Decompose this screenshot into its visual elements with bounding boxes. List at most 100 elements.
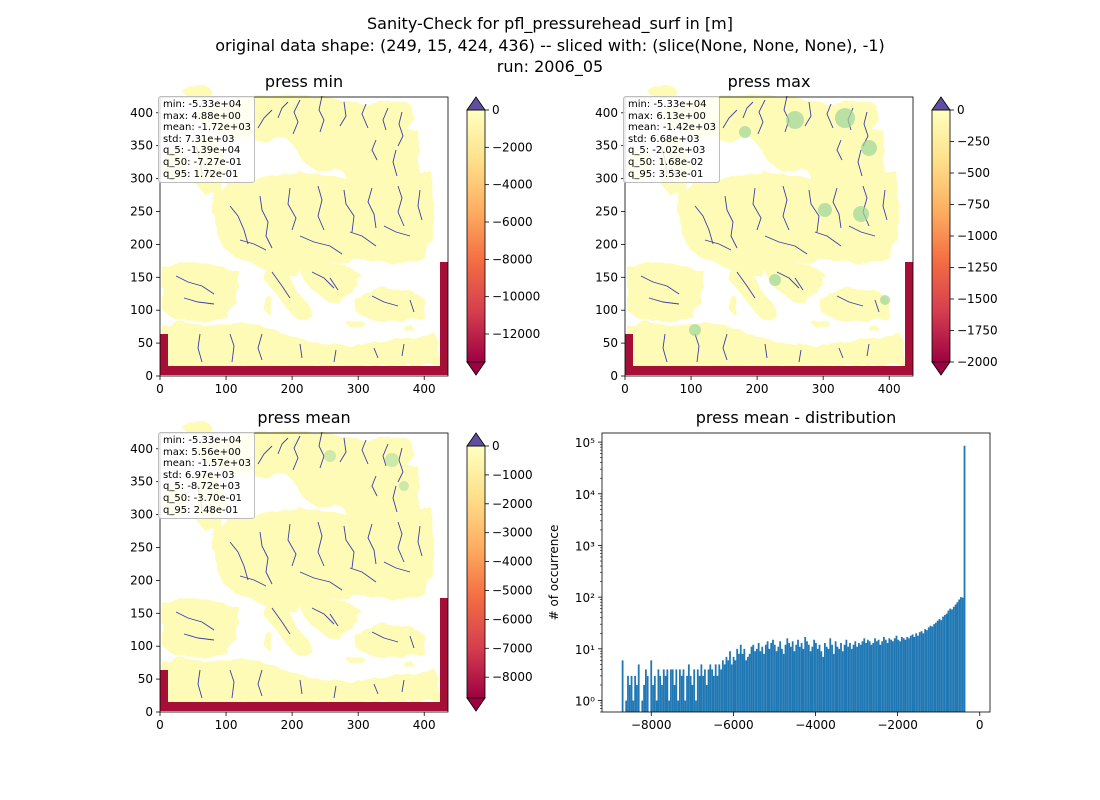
stat-line: max: 6.13e+00 (628, 110, 706, 122)
y-tick-label: 10¹ (575, 643, 595, 657)
stat-line: std: 6.97e+03 (163, 469, 235, 481)
histogram-bar (684, 700, 687, 712)
histogram-bar (682, 669, 685, 712)
histogram-bar (868, 641, 871, 712)
x-tick-label: 400 (878, 382, 901, 396)
colorbar-tick-label: 0 (957, 103, 965, 117)
stat-line: q_50: -3.70e-01 (163, 492, 242, 504)
histogram-bar (721, 660, 724, 712)
x-tick-label: 0 (621, 382, 629, 396)
histogram-bar (822, 656, 824, 712)
histogram-bar (704, 669, 706, 712)
histogram-bar (695, 700, 697, 712)
histogram-bar (750, 646, 753, 712)
stat-line: mean: -1.57e+03 (163, 458, 252, 470)
stat-line: max: 4.88e+00 (163, 110, 241, 122)
press-mean-title: press mean (257, 408, 351, 427)
y-tick-label: 300 (130, 508, 153, 522)
histogram-bar (752, 644, 755, 712)
stat-line: q_50: -7.27e-01 (163, 156, 242, 168)
x-tick-label: 300 (347, 382, 370, 396)
x-tick-label: 100 (680, 382, 703, 396)
axes-frame (159, 96, 449, 377)
press-max-stats: min: -5.33e+04 max: 6.13e+00 mean: -1.42… (623, 96, 721, 184)
histogram-bar (834, 641, 837, 712)
y-tick-label: 50 (138, 672, 153, 686)
press-max-map (625, 85, 913, 375)
press-max-title: press max (727, 72, 811, 91)
histogram-bar (641, 700, 644, 712)
colorbar-tick-label: −5000 (492, 583, 533, 597)
histogram-bar (689, 675, 692, 712)
histogram-bar (736, 648, 739, 712)
histogram-bar (759, 651, 762, 712)
histogram-bar (804, 636, 807, 712)
histogram-bar (671, 669, 674, 712)
histogram-bar (816, 648, 819, 712)
histogram-bar (627, 675, 629, 712)
y-tick-label: 350 (130, 139, 153, 153)
histogram-bar (920, 631, 923, 712)
histogram-bar (933, 624, 935, 712)
histogram-bar (815, 642, 817, 712)
stat-line: min: -5.33e+04 (163, 99, 242, 110)
histogram-bar (943, 615, 946, 712)
histogram-bar (926, 630, 928, 712)
histogram-bar (809, 651, 812, 712)
y-tick-label: 10³ (575, 539, 595, 553)
stat-line: max: 5.56e+00 (163, 446, 241, 458)
histogram-bar (832, 653, 835, 712)
colorbar-tick-label: −12000 (492, 327, 540, 341)
histogram-bar (730, 664, 733, 712)
histogram-bar (899, 641, 901, 712)
histogram-bar (788, 642, 790, 712)
axes-frame (624, 96, 914, 377)
colorbar-tick-label: −250 (957, 135, 990, 149)
histogram-bar (738, 653, 740, 712)
histogram-bar (745, 660, 748, 712)
histogram-bar (958, 599, 961, 712)
histogram-bar (675, 669, 678, 712)
histogram-bar (859, 644, 862, 712)
histogram-bar (836, 646, 839, 712)
colorbar (466, 445, 486, 699)
histogram-bar (741, 653, 744, 712)
histogram-bar (936, 620, 939, 712)
x-tick-label: −6000 (713, 718, 754, 732)
y-tick-label: 400 (595, 106, 618, 120)
histogram-bar (678, 669, 681, 712)
y-tick-label: 200 (130, 573, 153, 587)
histogram-bar (825, 646, 828, 712)
histogram-bar (829, 638, 832, 712)
colorbar-extend-min (466, 697, 486, 712)
x-tick-label: 200 (281, 382, 304, 396)
histogram-bar (691, 684, 694, 712)
histogram-bar (770, 642, 773, 712)
histogram-bar (666, 669, 669, 712)
histogram-bar (764, 644, 767, 712)
y-tick-label: 200 (595, 237, 618, 251)
histogram-bar (655, 700, 658, 712)
histogram-bar (874, 638, 876, 712)
histogram-bar (763, 653, 765, 712)
y-tick-label: 10² (575, 591, 595, 605)
histogram-bar (718, 664, 721, 712)
histogram-bar (872, 642, 875, 712)
histogram-bar (625, 700, 628, 712)
histogram-bar (713, 675, 715, 712)
histogram-bar (951, 609, 953, 712)
histogram-bar (879, 644, 882, 712)
histogram-bar (632, 700, 635, 712)
y-tick-label: 100 (130, 639, 153, 653)
histogram-bar (952, 606, 955, 712)
colorbar-tick-label: −6000 (492, 612, 533, 626)
histogram-bar (865, 642, 867, 712)
colorbar-tick-label: −500 (957, 166, 990, 180)
colorbar (931, 109, 951, 363)
colorbar-tick-label: −1750 (957, 324, 998, 338)
y-tick-label: 10⁵ (575, 436, 595, 450)
y-tick-label: 250 (130, 540, 153, 554)
y-tick-label: 150 (130, 270, 153, 284)
y-tick-label: 0 (145, 705, 153, 719)
